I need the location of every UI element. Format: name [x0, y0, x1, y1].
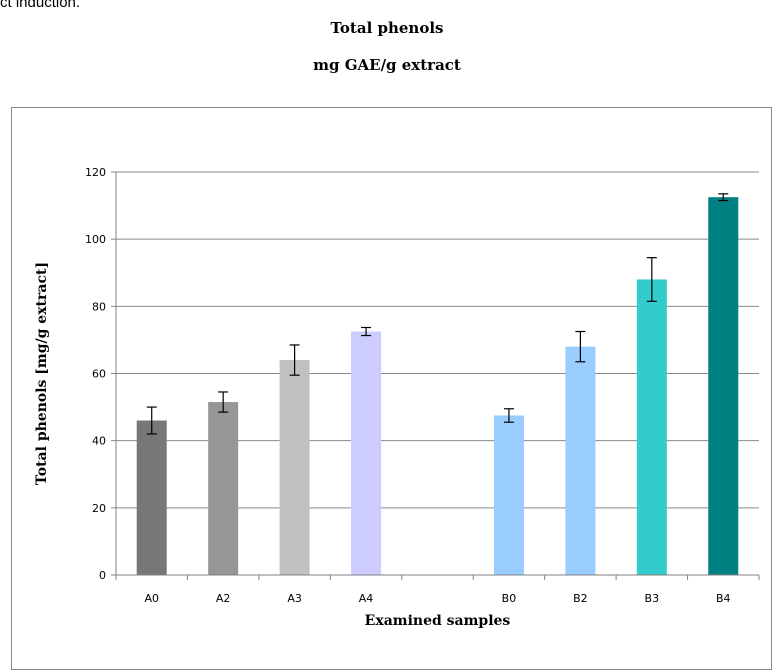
y-tick-label: 80 [92, 300, 106, 313]
axes [111, 171, 760, 580]
bar-b4 [708, 197, 739, 575]
top-text-fragment: ct induction. [0, 0, 81, 11]
y-tick-label: 100 [85, 233, 106, 246]
y-tick-label: 40 [92, 435, 106, 448]
bar-chart: 0 20 40 60 80 100 120 A0 A2 A3 A4 B0 B2 B3 B4 Total ph… [34, 166, 760, 629]
y-tick-label: 0 [99, 569, 106, 582]
x-tick-label-b0: B0 [502, 592, 517, 605]
x-tick-label-a3: A3 [287, 592, 302, 605]
y-tick-label: 120 [85, 166, 106, 179]
tick-labels: 0 20 40 60 80 100 120 A0 A2 A3 A4 B0 B2 B3 B4 [85, 166, 731, 605]
x-tick-label-b2: B2 [573, 592, 588, 605]
x-tick-label-a0: A0 [144, 592, 159, 605]
x-tick-label-a2: A2 [216, 592, 231, 605]
bar-b2 [565, 346, 596, 575]
bar-a2 [208, 402, 239, 575]
bars [136, 197, 739, 575]
x-tick-label-b4: B4 [716, 592, 731, 605]
bar-b0 [493, 415, 524, 575]
bar-a4 [351, 331, 382, 575]
chart-area: 0 20 40 60 80 100 120 A0 A2 A3 A4 B0 B2 B3 B4 Total ph… [11, 107, 772, 670]
figure-title: Total phenols [330, 19, 444, 37]
bar-a0 [136, 420, 167, 575]
error-bars [146, 193, 729, 435]
x-tick-label-b3: B3 [645, 592, 660, 605]
bar-b3 [636, 279, 667, 575]
x-tick-label-a4: A4 [359, 592, 374, 605]
y-tick-label: 60 [92, 368, 106, 381]
bar-a3 [279, 360, 310, 575]
y-tick-label: 20 [92, 502, 106, 515]
x-axis-title: Examined samples [365, 613, 511, 629]
y-axis-title: Total phenols [mg/g extract] [34, 262, 50, 485]
figure-subtitle: mg GAE/g extract [313, 56, 461, 74]
